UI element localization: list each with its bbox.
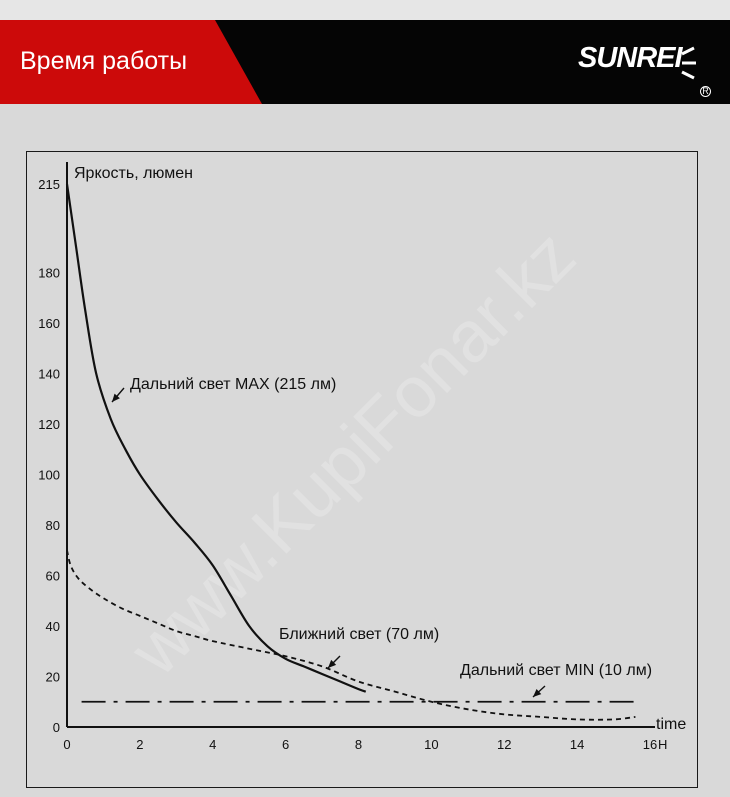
series-annotation-3: Дальний свет MIN (10 лм) bbox=[460, 662, 652, 679]
annotation-arrowhead-2 bbox=[328, 659, 337, 668]
x-tick-label: 8 bbox=[355, 737, 362, 752]
chart-ticks: 0 20 40 60 80 100 120 140 160 180 215 0 2 4 6 8 10 12 14 16… bbox=[38, 177, 667, 752]
y-tick-label: 120 bbox=[38, 417, 60, 432]
y-tick-label: 140 bbox=[38, 366, 60, 381]
chart-axes: Яркость, люмен time bbox=[66, 162, 686, 733]
chart-frame bbox=[26, 151, 698, 788]
top-strip bbox=[0, 0, 730, 20]
y-tick-label: 80 bbox=[46, 518, 60, 533]
series-annotation-2: Ближний свет (70 лм) bbox=[279, 626, 439, 643]
x-tick-label: 0 bbox=[63, 737, 70, 752]
brand-logo: SUNREI bbox=[578, 42, 683, 74]
x-tick-label: 16 bbox=[643, 737, 657, 752]
y-tick-label: 60 bbox=[46, 568, 60, 583]
y-tick-label: 160 bbox=[38, 316, 60, 331]
x-unit-label: H bbox=[658, 737, 667, 752]
x-axis-label: time bbox=[656, 716, 686, 733]
page-title: Время работы bbox=[20, 47, 188, 75]
x-tick-label: 14 bbox=[570, 737, 584, 752]
y-axis-label: Яркость, люмен bbox=[74, 165, 193, 182]
y-tick-label: 20 bbox=[46, 669, 60, 684]
y-tick-label: 40 bbox=[46, 619, 60, 634]
x-tick-label: 6 bbox=[282, 737, 289, 752]
x-tick-label: 2 bbox=[136, 737, 143, 752]
annotation-arrowhead-1 bbox=[112, 393, 120, 402]
header-red-panel bbox=[0, 20, 262, 104]
x-tick-label: 10 bbox=[424, 737, 438, 752]
y-tick-label: 0 bbox=[53, 720, 60, 735]
x-tick-label: 4 bbox=[209, 737, 216, 752]
chart-annotations: Дальний свет MAX (215 лм) Ближний свет (7… bbox=[111, 376, 652, 698]
annotation-arrowhead-3 bbox=[533, 689, 542, 697]
y-tick-label: 215 bbox=[38, 177, 60, 192]
y-tick-label: 180 bbox=[38, 265, 60, 280]
header-bar: Время работы SUNREI R bbox=[0, 20, 730, 104]
chart-series bbox=[65, 183, 636, 721]
series-annotation-1: Дальний свет MAX (215 лм) bbox=[130, 376, 336, 393]
series-line-2 bbox=[66, 549, 636, 721]
y-tick-label: 100 bbox=[38, 467, 60, 482]
registered-mark: R bbox=[700, 86, 711, 97]
x-tick-label: 12 bbox=[497, 737, 511, 752]
series-line-1 bbox=[65, 183, 367, 693]
brand-rays-icon bbox=[681, 46, 696, 80]
